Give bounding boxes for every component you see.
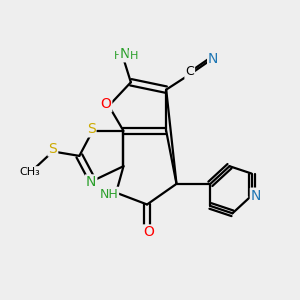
Text: N: N xyxy=(86,176,96,189)
Text: H: H xyxy=(114,51,122,61)
Text: C: C xyxy=(185,65,194,79)
Text: O: O xyxy=(100,98,111,111)
Text: S: S xyxy=(49,142,57,155)
Text: NH: NH xyxy=(99,188,118,201)
Text: N: N xyxy=(120,47,130,61)
Text: N: N xyxy=(251,189,261,202)
Text: CH₃: CH₃ xyxy=(19,167,40,177)
Text: O: O xyxy=(143,225,154,239)
Text: N: N xyxy=(208,52,218,66)
Text: H: H xyxy=(129,51,138,61)
Text: S: S xyxy=(87,122,95,136)
